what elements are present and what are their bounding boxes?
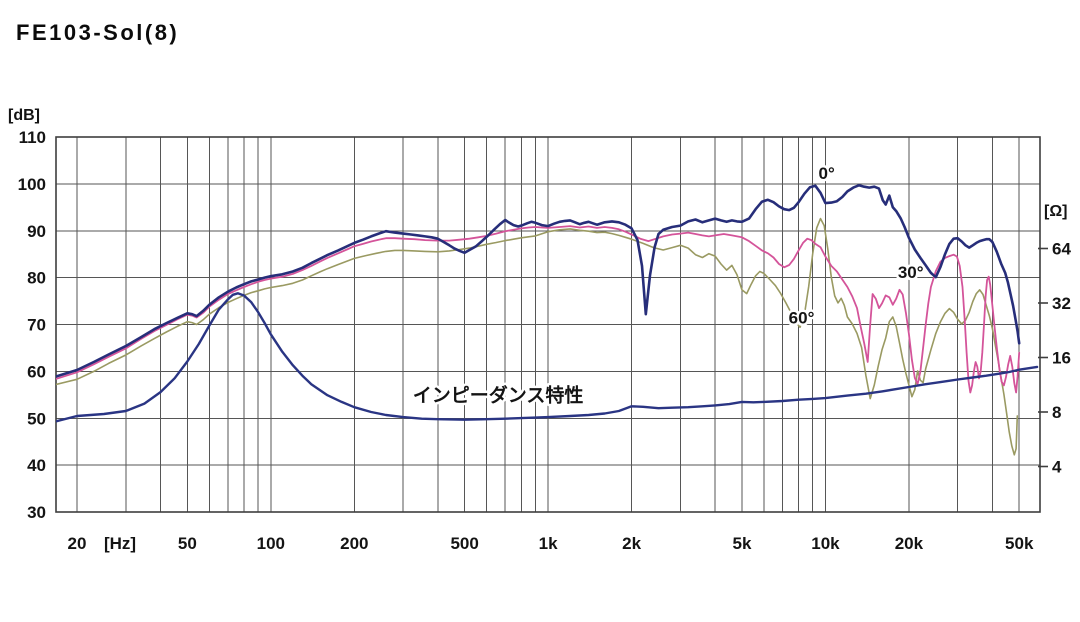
curve-deg60 [56, 217, 1019, 456]
db-tick-label: 110 [19, 128, 46, 147]
hz-tick-label: 50k [1005, 534, 1034, 553]
curve-deg30 [56, 225, 1021, 394]
db-tick-label: 70 [27, 316, 46, 335]
db-tick-label: 80 [27, 269, 46, 288]
page-title: FE103-Sol(8) [16, 20, 180, 45]
hz-tick-label: 500 [450, 534, 478, 553]
ohm-tick-label: 32 [1052, 294, 1071, 313]
plot-border [55, 136, 1041, 513]
series-group [56, 184, 1039, 456]
curve-deg0 [56, 184, 1021, 378]
ohm-tick-label: 64 [1052, 240, 1071, 259]
grid-lines [56, 136, 1040, 513]
annotation-impedance-label: インピーダンス特性 [413, 383, 584, 406]
hz-tick-label: 20 [68, 534, 87, 553]
hz-tick-label: 20k [895, 534, 924, 553]
hz-tick-label: 2k [622, 534, 641, 553]
y-axis-ohm: [Ω] 64 32 16 8 4 [1038, 203, 1071, 477]
db-tick-label: 90 [27, 222, 46, 241]
curve-impedance [56, 292, 1039, 423]
annotations: 0° 30° 60° インピーダンス特性 [410, 162, 926, 409]
db-tick-label: 40 [27, 456, 46, 475]
db-tick-label: 60 [27, 362, 46, 381]
annotation-deg0-label: 0° [818, 164, 834, 183]
hz-tick-label: 100 [257, 534, 285, 553]
db-tick-label: 50 [27, 409, 46, 428]
db-tick-label: 100 [18, 175, 46, 194]
ohm-tick-label: 8 [1052, 403, 1061, 422]
hz-axis-unit-label: [Hz] [104, 534, 136, 553]
annotation-deg30-label: 30° [898, 263, 924, 282]
db-tick-label: 30 [27, 503, 46, 522]
ohm-axis-unit-label: [Ω] [1044, 203, 1067, 220]
hz-tick-label: 5k [732, 534, 751, 553]
hz-tick-label: 50 [178, 534, 197, 553]
annotation-deg60-label: 60° [789, 308, 815, 327]
ohm-tick-label: 4 [1052, 458, 1062, 477]
hz-tick-label: 200 [340, 534, 368, 553]
db-axis-unit-label: [dB] [8, 107, 40, 124]
hz-tick-label: 10k [811, 534, 840, 553]
hz-tick-label: 1k [539, 534, 558, 553]
ohm-tick-label: 16 [1052, 349, 1071, 368]
x-axis-hz: 20 50 100 200 500 1k 2k 5k 10k 20k 50k [Hz] [68, 534, 1034, 553]
y-axis-db: [dB] 110 100 90 80 70 60 50 40 30 [8, 107, 46, 522]
